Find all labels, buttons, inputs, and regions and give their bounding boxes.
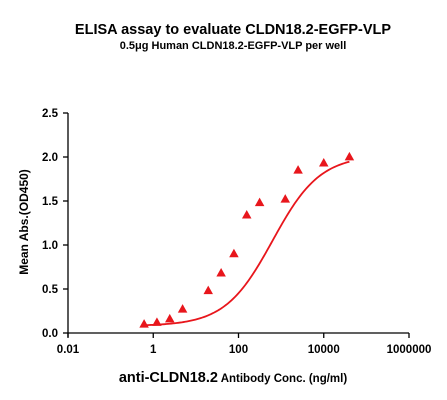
axes xyxy=(67,113,409,337)
data-point xyxy=(319,158,329,167)
y-axis-label: Mean Abs.(OD450) xyxy=(17,169,31,275)
data-point xyxy=(139,319,149,328)
tick-group: 0.0 0.5 1.0 1.5 2.0 2.5 0.01 1 100 10000 1000000 xyxy=(42,108,431,356)
data-point xyxy=(203,285,213,295)
data-point xyxy=(254,197,265,207)
y-tick-label: 0.0 xyxy=(42,328,58,340)
x-tick-label: 1000000 xyxy=(387,344,432,356)
data-point xyxy=(293,165,303,174)
data-point xyxy=(177,304,188,313)
y-tick-label: 1.0 xyxy=(42,240,58,252)
data-point xyxy=(165,313,175,323)
data-point xyxy=(241,209,252,219)
data-point xyxy=(229,248,239,258)
x-tick-label: 0.01 xyxy=(57,344,80,356)
chart-title: ELISA assay to evaluate CLDN18.2-EGFP-VL… xyxy=(75,22,391,38)
x-tick-label: 100 xyxy=(229,344,248,356)
chart-subtitle: 0.5μg Human CLDN18.2-EGFP-VLP per well xyxy=(120,40,347,52)
fit-curve xyxy=(144,160,350,327)
x-axis-label: anti-CLDN18.2 Antibody Conc. (ng/ml) xyxy=(119,370,348,386)
y-tick-label: 2.0 xyxy=(42,152,58,164)
data-point xyxy=(216,268,226,277)
data-point xyxy=(344,151,355,161)
x-axis-label-main: anti-CLDN18.2 xyxy=(119,370,218,386)
y-tick-label: 0.5 xyxy=(42,284,59,296)
data-points xyxy=(139,151,355,328)
y-tick-label: 2.5 xyxy=(42,108,59,120)
data-point xyxy=(152,317,162,326)
y-tick-label: 1.5 xyxy=(42,196,59,208)
x-axis-label-sub: Antibody Conc. (ng/ml) xyxy=(218,373,347,385)
x-tick-label: 1 xyxy=(150,344,157,356)
x-tick-label: 10000 xyxy=(308,344,340,356)
data-point xyxy=(280,194,291,203)
